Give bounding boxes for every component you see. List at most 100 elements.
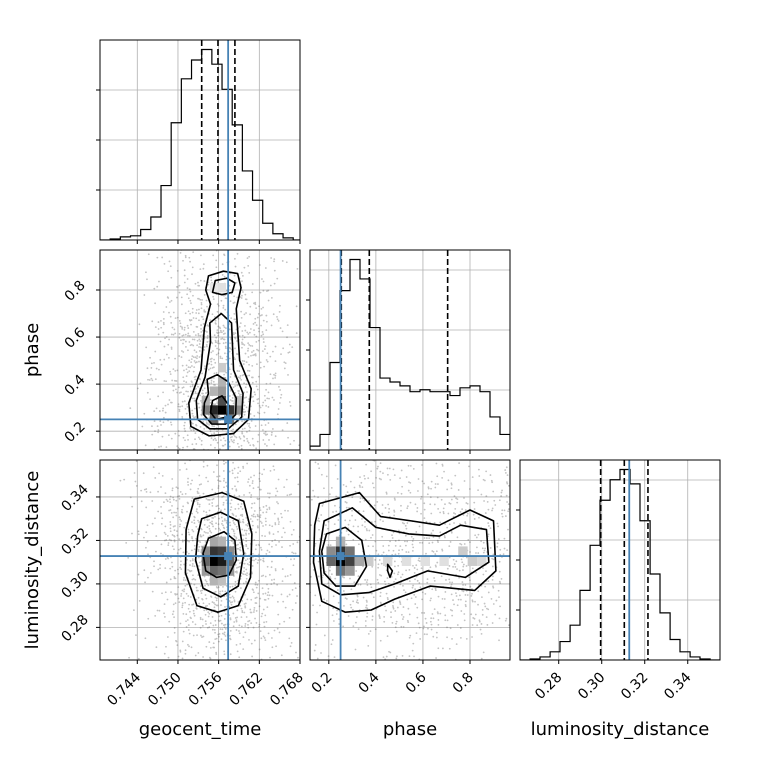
scatter-geocent-lumdist-sample-point	[171, 613, 174, 616]
scatter-phase-lumdist-sample-point	[317, 560, 320, 563]
scatter-geocent-phase-sample-point	[208, 362, 211, 365]
scatter-geocent-lumdist-sample-point	[271, 637, 273, 639]
scatter-phase-lumdist-sample-point	[557, 689, 559, 691]
scatter-phase-lumdist-density-cell-8	[354, 556, 365, 566]
scatter-geocent-lumdist-sample-point	[176, 507, 179, 510]
scatter-geocent-lumdist-sample-point	[260, 522, 263, 524]
scatter-phase-lumdist-sample-point	[451, 581, 454, 584]
scatter-geocent-phase-sample-point	[209, 319, 212, 322]
scatter-geocent-phase-sample-point	[200, 331, 203, 333]
scatter-geocent-phase-sample-point	[202, 322, 205, 325]
scatter-geocent-phase-sample-point	[148, 379, 151, 381]
scatter-geocent-lumdist-sample-point	[230, 539, 233, 542]
scatter-phase-lumdist-sample-point	[352, 600, 355, 603]
scatter-geocent-phase-sample-point	[215, 201, 217, 203]
scatter-phase-lumdist-sample-point	[386, 577, 389, 579]
scatter-geocent-lumdist-sample-point	[181, 540, 184, 543]
scatter-geocent-phase-sample-point	[164, 411, 167, 414]
scatter-phase-lumdist-sample-point	[537, 530, 539, 532]
scatter-geocent-phase-sample-point	[186, 476, 188, 478]
scatter-geocent-phase-sample-point	[195, 494, 197, 496]
scatter-phase-lumdist-sample-point	[378, 559, 381, 561]
scatter-geocent-phase-sample-point	[262, 306, 264, 309]
scatter-phase-lumdist-contours	[312, 491, 497, 613]
scatter-geocent-lumdist-sample-point	[234, 617, 237, 619]
scatter-geocent-phase-sample-point	[178, 284, 181, 287]
scatter-phase-lumdist-sample-point	[444, 503, 446, 506]
scatter-geocent-lumdist-sample-point	[188, 632, 191, 635]
scatter-geocent-lumdist-sample-point	[189, 564, 191, 566]
scatter-phase-lumdist-sample-point	[432, 529, 434, 532]
scatter-geocent-lumdist-sample-point	[289, 645, 292, 648]
scatter-phase-lumdist-sample-point	[522, 499, 524, 501]
scatter-phase-lumdist-sample-point	[603, 465, 605, 467]
scatter-geocent-lumdist-sample-point	[244, 605, 247, 608]
scatter-geocent-lumdist-sample-point	[197, 666, 199, 668]
scatter-geocent-phase-sample-point	[255, 324, 258, 326]
scatter-geocent-lumdist-sample-point	[229, 521, 231, 524]
scatter-geocent-lumdist-sample-point	[177, 597, 180, 600]
scatter-geocent-lumdist-sample-point	[169, 457, 171, 459]
scatter-geocent-phase-sample-point	[220, 331, 222, 334]
scatter-geocent-phase-sample-point	[303, 287, 305, 289]
scatter-phase-lumdist-sample-point	[448, 565, 451, 567]
scatter-phase-lumdist-sample-point	[430, 664, 432, 666]
scatter-geocent-phase-sample-point	[251, 283, 254, 285]
scatter-phase-lumdist-sample-point	[295, 518, 297, 520]
scatter-phase-lumdist-sample-point	[498, 560, 501, 563]
scatter-phase-lumdist-sample-point	[351, 509, 353, 512]
scatter-phase-lumdist-sample-point	[478, 475, 481, 477]
scatter-geocent-lumdist-sample-point	[198, 495, 201, 497]
scatter-geocent-lumdist-sample-point	[149, 491, 152, 494]
scatter-phase-lumdist-sample-point	[616, 505, 618, 507]
scatter-geocent-phase-sample-point	[245, 361, 248, 364]
scatter-geocent-lumdist-sample-point	[237, 457, 239, 459]
scatter-geocent-phase-sample-point	[232, 333, 235, 336]
scatter-geocent-phase-sample-point	[216, 329, 219, 332]
scatter-geocent-lumdist-sample-point	[225, 499, 228, 502]
scatter-phase-lumdist-sample-point	[303, 648, 305, 650]
scatter-geocent-lumdist-sample-point	[229, 508, 232, 511]
scatter-phase-lumdist-sample-point	[427, 487, 430, 490]
scatter-geocent-phase-sample-point	[265, 320, 268, 323]
scatter-geocent-phase-sample-point	[166, 547, 168, 549]
scatter-geocent-phase-sample-point	[145, 271, 147, 274]
scatter-geocent-phase-sample-point	[183, 400, 186, 403]
scatter-phase-lumdist-sample-point	[361, 518, 363, 520]
scatter-geocent-lumdist-sample-point	[200, 528, 203, 531]
scatter-phase-lumdist-sample-point	[499, 548, 502, 551]
scatter-phase-lumdist-sample-point	[472, 513, 475, 516]
scatter-phase-lumdist-sample-point	[464, 584, 467, 586]
scatter-phase-lumdist-sample-point	[375, 549, 378, 552]
scatter-geocent-phase-sample-point	[277, 320, 280, 322]
scatter-phase-lumdist-sample-point	[473, 432, 475, 434]
scatter-geocent-phase-sample-point	[251, 488, 253, 490]
scatter-phase-lumdist-sample-point	[443, 535, 446, 537]
scatter-geocent-phase-sample-point	[206, 423, 209, 425]
scatter-geocent-phase-sample-point	[196, 326, 199, 328]
scatter-phase-lumdist-sample-point	[324, 499, 327, 502]
scatter-geocent-phase-sample-point	[202, 474, 204, 476]
scatter-geocent-phase-sample-point	[206, 331, 208, 333]
scatter-phase-lumdist-sample-point	[453, 522, 455, 524]
scatter-geocent-lumdist-sample-point	[245, 524, 247, 526]
scatter-phase-lumdist-sample-point	[251, 579, 253, 581]
scatter-geocent-lumdist-sample-point	[149, 457, 151, 459]
scatter-phase-lumdist-sample-point	[393, 565, 396, 568]
scatter-geocent-lumdist-sample-point	[234, 476, 236, 479]
scatter-phase-lumdist-sample-point	[431, 588, 434, 591]
scatter-geocent-phase-sample-point	[170, 401, 173, 404]
scatter-geocent-lumdist-sample-point	[190, 617, 192, 620]
scatter-geocent-lumdist-sample-point	[204, 613, 207, 616]
scatter-geocent-lumdist-sample-point	[177, 548, 180, 551]
scatter-geocent-phase-sample-point	[209, 367, 212, 370]
scatter-geocent-lumdist-sample-point	[228, 470, 231, 473]
scatter-phase-lumdist-sample-point	[451, 638, 453, 640]
scatter-geocent-phase-sample-point	[180, 303, 183, 306]
scatter-geocent-lumdist-sample-point	[169, 509, 172, 511]
scatter-phase-lumdist-sample-point	[441, 647, 444, 650]
scatter-geocent-lumdist-sample-point	[171, 545, 174, 548]
scatter-geocent-lumdist-sample-point	[262, 557, 265, 560]
scatter-phase-lumdist-sample-point	[283, 561, 285, 563]
scatter-geocent-lumdist-sample-point	[268, 573, 271, 576]
